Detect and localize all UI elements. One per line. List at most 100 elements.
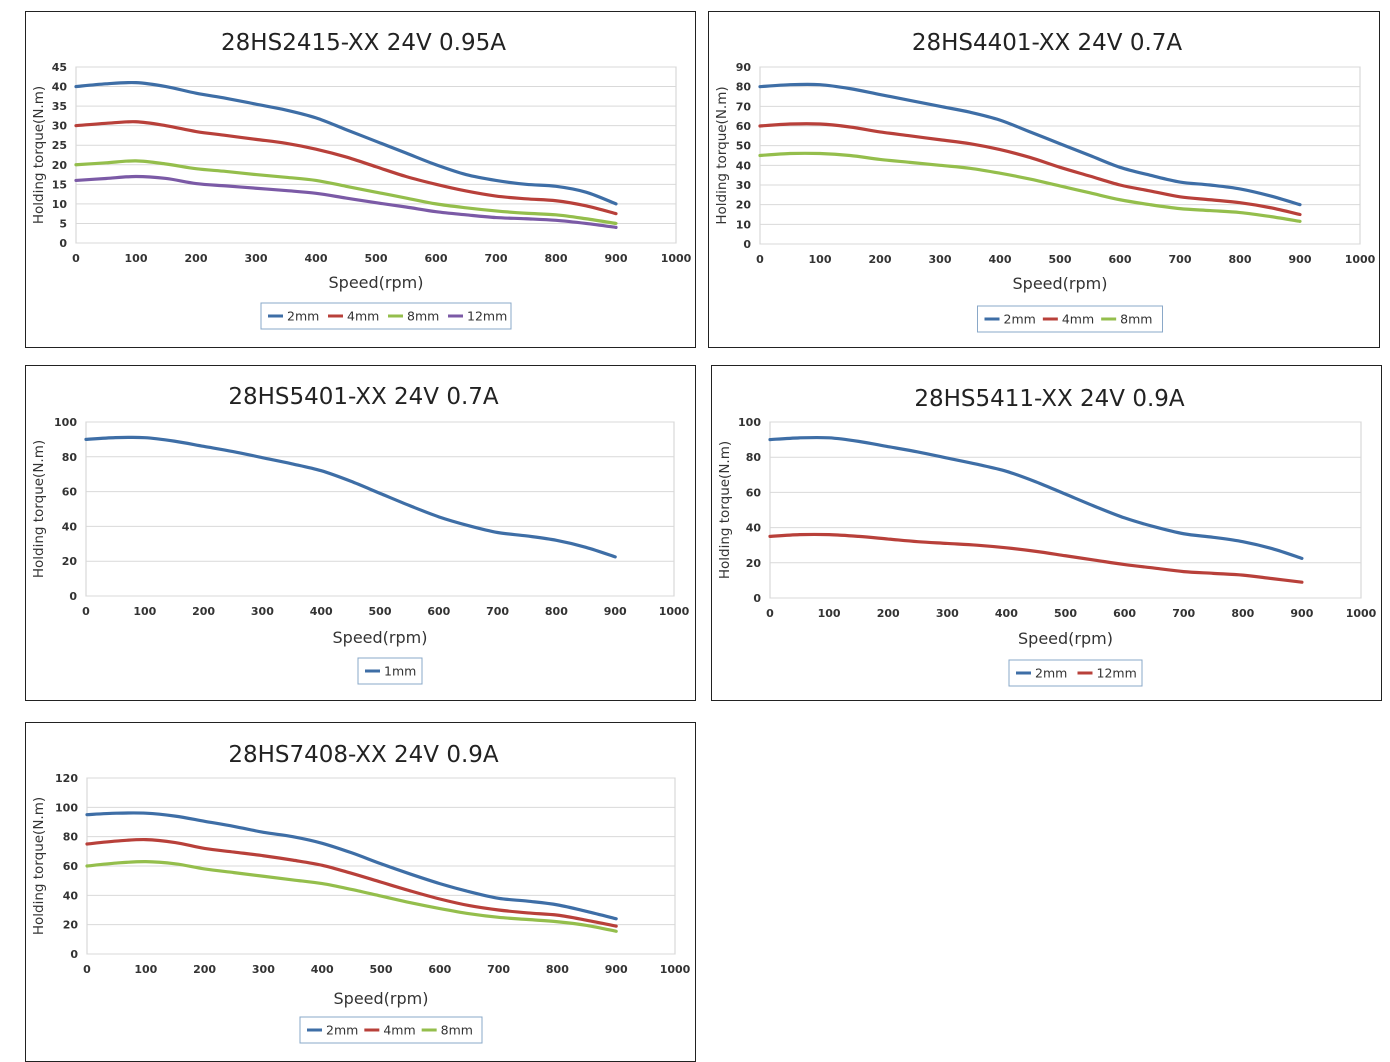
data-point-1mm: [496, 531, 498, 533]
y-tick-label: 40: [736, 159, 752, 172]
legend-entry: 2mm: [1035, 666, 1067, 681]
data-point-8mm: [495, 210, 497, 212]
y-tick-label: 40: [63, 889, 79, 902]
x-tick-label: 800: [546, 963, 569, 976]
data-point-4mm: [321, 864, 323, 866]
data-point-8mm: [135, 160, 137, 162]
data-point-1mm: [291, 463, 293, 465]
y-tick-label: 15: [52, 178, 67, 191]
data-point-1mm: [320, 470, 322, 472]
data-point-12mm: [1064, 555, 1066, 557]
data-point-8mm: [999, 172, 1001, 174]
data-point-2mm: [1212, 536, 1214, 538]
data-point-4mm: [495, 195, 497, 197]
chart-title: 28HS2415-XX 24V 0.95A: [221, 30, 506, 56]
y-tick-label: 10: [52, 198, 68, 211]
data-point-8mm: [233, 871, 235, 873]
y-tick-label: 0: [743, 238, 751, 251]
data-point-1mm: [173, 440, 175, 442]
data-point-4mm: [375, 166, 377, 168]
data-point-8mm: [969, 167, 971, 169]
x-tick-label: 700: [1169, 253, 1192, 266]
data-point-12mm: [917, 540, 919, 542]
data-point-4mm: [497, 909, 499, 911]
data-point-1mm: [614, 556, 616, 558]
data-point-8mm: [315, 179, 317, 181]
data-point-8mm: [115, 862, 117, 864]
legend-entry: 2mm: [287, 309, 319, 324]
data-point-4mm: [409, 890, 411, 892]
legend-entry: 1mm: [384, 664, 416, 679]
x-tick-label: 200: [192, 605, 215, 618]
data-point-12mm: [465, 214, 467, 216]
data-point-12mm: [857, 535, 859, 537]
data-point-2mm: [1299, 203, 1301, 205]
data-point-2mm: [887, 445, 889, 447]
data-point-4mm: [195, 130, 197, 132]
x-axis-label: Speed(rpm): [333, 628, 428, 647]
data-point-8mm: [405, 197, 407, 199]
data-point-2mm: [86, 813, 88, 815]
data-point-2mm: [999, 119, 1001, 121]
legend: 1mm: [357, 657, 423, 685]
data-point-2mm: [849, 87, 851, 89]
data-point-12mm: [615, 226, 617, 228]
data-point-2mm: [1153, 526, 1155, 528]
series-line-8mm: [74, 159, 618, 226]
x-tick-label: 600: [1113, 607, 1136, 620]
data-point-12mm: [1183, 570, 1185, 572]
data-point-4mm: [527, 912, 529, 914]
series-line-4mm: [758, 122, 1302, 217]
x-tick-label: 300: [929, 253, 952, 266]
data-point-2mm: [465, 173, 467, 175]
x-axis-label: Speed(rpm): [334, 989, 429, 1008]
chart-title: 28HS4401-XX 24V 0.7A: [912, 30, 1183, 56]
data-point-1mm: [555, 539, 557, 541]
x-tick-label: 300: [251, 605, 274, 618]
x-axis-label: Speed(rpm): [1018, 629, 1113, 648]
data-point-2mm: [556, 904, 558, 906]
x-tick-label: 1000: [1346, 607, 1377, 620]
x-tick-label: 200: [185, 252, 208, 265]
data-point-4mm: [345, 156, 347, 158]
y-tick-label: 20: [746, 557, 762, 570]
y-tick-label: 60: [746, 486, 762, 499]
data-point-4mm: [115, 840, 117, 842]
data-point-2mm: [1301, 557, 1303, 559]
series-line-8mm: [758, 151, 1302, 223]
data-point-2mm: [586, 910, 588, 912]
data-point-2mm: [285, 109, 287, 111]
y-tick-label: 30: [736, 179, 752, 192]
data-point-4mm: [849, 126, 851, 128]
data-point-2mm: [435, 164, 437, 166]
data-point-2mm: [1064, 493, 1066, 495]
data-point-1mm: [114, 436, 116, 438]
data-point-8mm: [909, 161, 911, 163]
x-tick-label: 800: [545, 605, 568, 618]
legend-entry: 4mm: [347, 309, 379, 324]
data-point-2mm: [1035, 481, 1037, 483]
data-point-2mm: [1059, 143, 1061, 145]
series-line-2mm: [85, 811, 618, 921]
data-point-8mm: [615, 222, 617, 224]
y-tick-label: 45: [52, 61, 67, 74]
data-point-2mm: [350, 852, 352, 854]
data-point-2mm: [497, 897, 499, 899]
x-axis-label: Speed(rpm): [1013, 274, 1108, 293]
chart-panel-28hs4401: 28HS4401-XX 24V 0.7A 0 10 20 30 40 50 60 70 80 90 0…: [708, 11, 1380, 348]
data-point-2mm: [819, 84, 821, 86]
chart-panel-28hs5411: 28HS5411-XX 24V 0.9A 0 20 40 60 80 100 0 100 200 3…: [711, 365, 1382, 701]
series-line-12mm: [768, 532, 1304, 584]
data-point-4mm: [556, 914, 558, 916]
chart-panel-28hs2415: 28HS2415-XX 24V 0.95A 0 5 10 15 20 25 30 35 40 45 0…: [25, 11, 696, 348]
data-point-12mm: [105, 177, 107, 179]
data-point-8mm: [1239, 211, 1241, 213]
data-point-2mm: [225, 97, 227, 99]
data-point-1mm: [526, 535, 528, 537]
series-line-2mm: [74, 80, 618, 206]
x-tick-label: 400: [311, 963, 334, 976]
data-point-2mm: [1089, 154, 1091, 156]
legend-entry: 4mm: [1062, 312, 1094, 327]
series-line-4mm: [74, 120, 618, 216]
data-point-8mm: [555, 214, 557, 216]
